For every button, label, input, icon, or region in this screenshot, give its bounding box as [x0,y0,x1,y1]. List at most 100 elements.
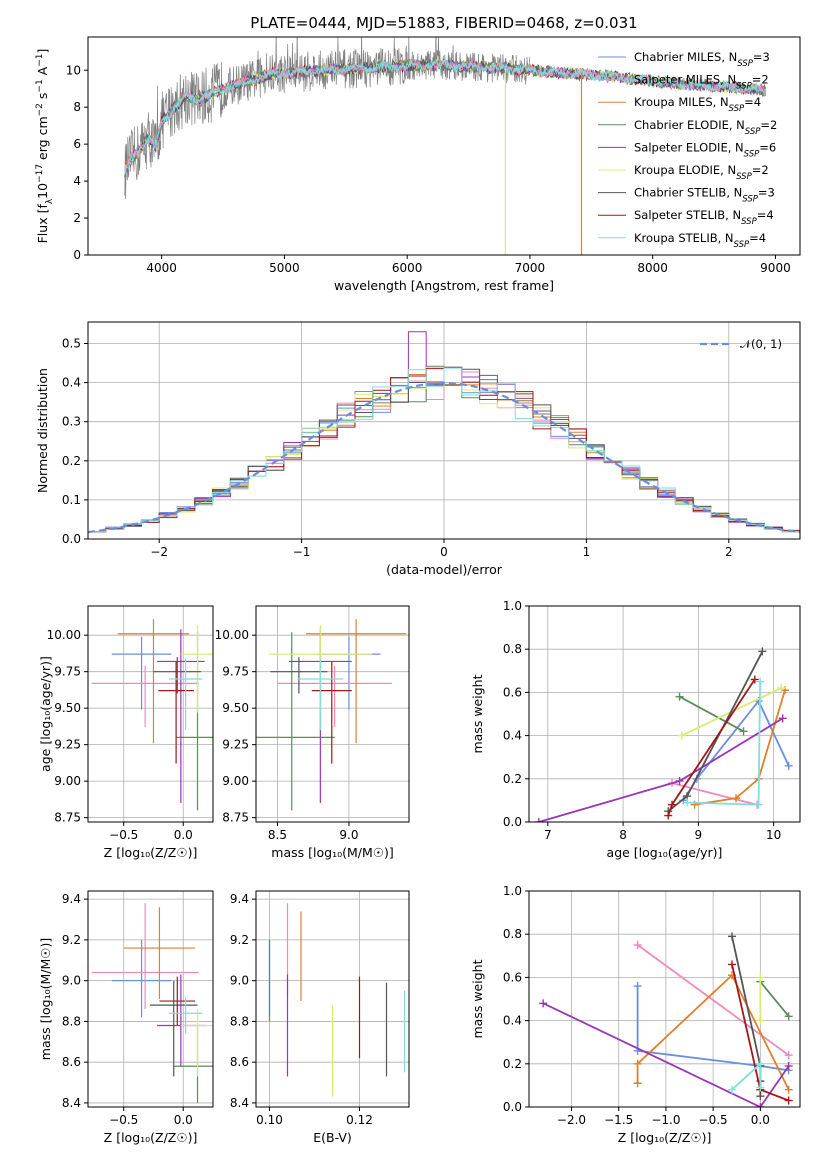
y-tick-label: 0.1 [62,493,81,507]
y-tick-label: 0.4 [503,1014,522,1028]
x-axis-label: E(B-V) [313,1130,352,1145]
weight-line-0 [636,986,789,1072]
errorbar-point-5 [180,624,213,713]
axes-frame [87,890,214,1108]
weight-marker [754,800,763,809]
panel-weight-vs-age: 7 8 9 10 0.0 0.2 0.4 0.6 0.8 1.0 age [log₁₀(age/yr… [470,599,801,860]
x-tick-label: 4000 [146,261,177,275]
y-axis-label: mass [log₁₀(M/M☉)] [38,938,53,1060]
weight-marker [750,675,759,684]
weight-marker [633,1059,642,1068]
y-tick-label: 9.25 [54,738,81,752]
plot-area [539,932,793,1107]
plot-area [91,619,213,811]
errorbar-point-8 [168,996,203,1034]
y-tick-label: 9.25 [222,738,249,752]
errorbar-point-2 [117,619,190,744]
weight-marker [784,1085,793,1094]
weight-marker [534,818,543,822]
errorbar-point-8 [168,658,203,731]
x-axis-label: Z [log₁₀(Z/Z☉)] [618,1130,712,1145]
weight-marker [633,941,642,949]
panel-weight-vs-Z: −2.0 −1.5 −1.0 −0.5 0.0 0.0 0.2 0.4 0.6 0.8 1.0 Z [… [470,884,801,1145]
axes-frame [255,605,410,823]
weight-marker [756,1103,765,1107]
y-tick-label: 0.4 [503,729,522,743]
y-tick-label: 6 [73,137,81,151]
figure-title: PLATE=0444, MJD=51883, FIBERID=0468, z=0… [250,14,637,32]
weight-marker [668,800,677,809]
weight-marker [784,1051,793,1060]
y-tick-label: 0.3 [62,415,81,429]
x-axis-label: Z [log₁₀(Z/Z☉)] [104,1130,198,1145]
errorbar-point-2 [306,619,407,744]
y-tick-label: 0.6 [503,685,522,699]
weight-marker [633,1079,642,1088]
x-tick-label: −0.5 [699,1113,728,1127]
panel-residuals: −2 −1 0 1 2 0.0 0.1 0.2 0.3 0.4 0.5 (data-model)/er… [35,321,801,577]
y-tick-label: 9.4 [230,892,249,906]
x-tick-label: 7 [544,828,552,842]
y-tick-label: 0.4 [62,376,81,390]
weight-marker [683,798,692,807]
weight-marker [677,731,686,740]
model-spectrum-8 [124,58,766,174]
x-tick-label: 8 [619,828,627,842]
axes-frame [87,36,801,256]
x-tick-label: 8000 [637,261,668,275]
y-tick-label: 0.2 [503,772,522,786]
y-tick-label: 9.75 [222,665,249,679]
y-axis-label: Normed distribution [35,368,50,493]
weight-marker [539,999,548,1008]
y-tick-label: 8.6 [230,1055,249,1069]
weight-marker [756,677,765,686]
x-tick-label: −0.5 [109,1113,138,1127]
plot-area [256,619,407,811]
x-tick-label: 7000 [515,261,546,275]
weight-line-1 [671,782,758,806]
y-tick-label: 0.8 [503,642,522,656]
normal-reference-curve [88,381,800,534]
weight-marker [778,714,787,723]
x-tick-label: 9000 [760,261,791,275]
axes-frame [87,605,214,823]
y-tick-label: 0.2 [503,1057,522,1071]
x-tick-label: 0.0 [174,828,193,842]
y-tick-label: 0.0 [503,1100,522,1114]
y-tick-label: 9.50 [54,701,81,715]
weight-marker [777,684,786,693]
x-tick-label: 5000 [269,261,300,275]
x-tick-label: −0.5 [109,828,138,842]
x-tick-label: 2 [725,545,733,559]
weight-line-2 [694,689,786,806]
y-tick-label: 9.75 [54,665,81,679]
y-tick-label: 0.8 [503,927,522,941]
x-tick-label: −1.5 [604,1113,633,1127]
x-axis-label: mass [log₁₀(M/M☉)] [271,845,393,860]
x-axis-label: wavelength [Angstrom, rest frame] [334,278,554,293]
weight-marker [728,1085,737,1094]
y-tick-label: 8.8 [62,1014,81,1028]
x-tick-label: 9 [695,828,703,842]
weight-marker [756,1016,765,1025]
weight-marker [784,1012,793,1021]
x-tick-label: 0 [440,545,448,559]
x-tick-label: 0.0 [174,1113,193,1127]
weight-marker [756,973,765,982]
x-tick-label: 9.0 [339,828,358,842]
y-tick-label: 8.6 [62,1055,81,1069]
y-axis-label: mass weight [470,674,485,753]
y-tick-label: 8.4 [230,1096,249,1110]
weight-line-3 [679,695,744,733]
y-tick-label: 9.00 [222,774,249,788]
x-tick-label: −2 [150,545,168,559]
x-tick-label: 0.0 [751,1113,770,1127]
y-tick-label: 10 [66,63,81,77]
weight-line-3 [759,981,790,1017]
weight-marker [675,776,684,785]
y-axis-label: mass weight [470,959,485,1038]
panel-spectrum: 4000 5000 6000 7000 8000 9000 0 2 4 6 8 10 wavelengt… [35,36,801,293]
panels: 4000 5000 6000 7000 8000 90000246810wavelengt… [35,36,801,1145]
y-tick-label: 8.4 [62,1096,81,1110]
